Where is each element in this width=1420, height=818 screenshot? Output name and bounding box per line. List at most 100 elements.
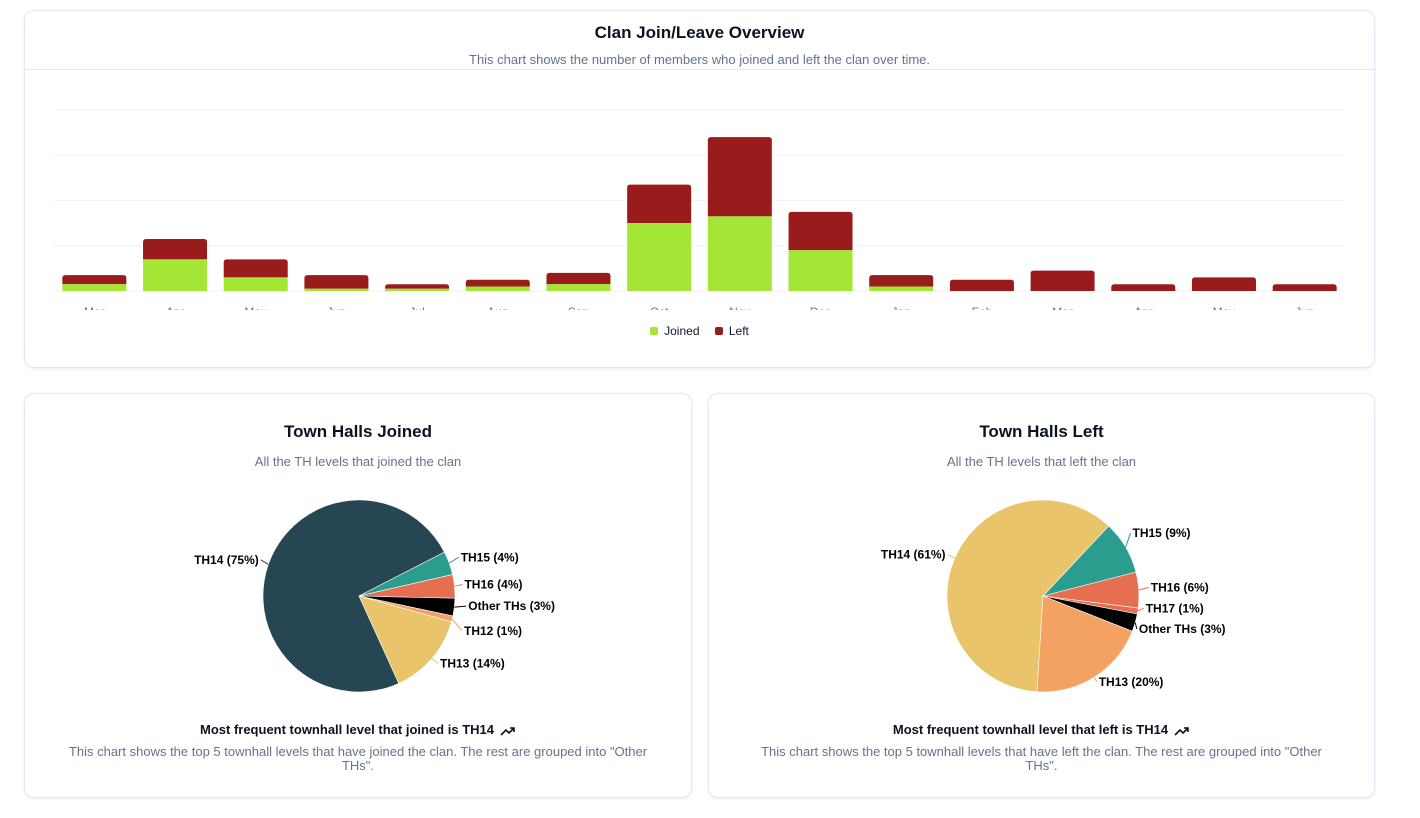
x-tick-label: Jun — [1295, 305, 1314, 310]
bar-left[interactable] — [707, 137, 772, 217]
bar-left[interactable] — [143, 238, 208, 260]
join-leave-bar-chart: Mar Apr May Jun Jul Aug Sep Oct Nov Dec Jan Feb Mar A… — [54, 109, 1345, 310]
bar-joined[interactable] — [627, 223, 692, 291]
pie-label-line — [448, 556, 459, 564]
x-tick-label: Mar — [1052, 305, 1073, 310]
pie-slice[interactable] — [262, 499, 445, 693]
bar-left[interactable] — [546, 272, 611, 285]
x-tick-label: Mar — [84, 305, 105, 310]
bar-group[interactable] — [1030, 270, 1095, 291]
bar-group[interactable] — [223, 259, 288, 291]
bar-joined[interactable] — [465, 286, 530, 291]
bar-left[interactable] — [1030, 270, 1095, 291]
pie-label-line — [454, 605, 467, 608]
pie-slice[interactable] — [1036, 595, 1133, 693]
bar-joined[interactable] — [304, 288, 369, 291]
bar-left[interactable] — [62, 275, 127, 285]
legend-swatch-left — [714, 326, 723, 335]
bar-group[interactable] — [546, 272, 611, 291]
x-tick-label: Apr — [166, 305, 185, 310]
bar-legend: Joined Left — [25, 324, 1374, 338]
trending-up-icon — [1174, 726, 1189, 736]
legend-item-joined[interactable]: Joined — [650, 324, 700, 338]
bar-left[interactable] — [949, 279, 1014, 291]
bar-left[interactable] — [465, 279, 530, 287]
pie-label-line — [451, 618, 463, 632]
bar-joined[interactable] — [788, 250, 853, 291]
town-halls-left-card: Town Halls Left All the TH levels that l… — [708, 393, 1375, 798]
bar-left[interactable] — [1111, 284, 1176, 291]
joined-footer-desc: This chart shows the top 5 townhall leve… — [68, 744, 648, 773]
bar-group[interactable] — [1191, 277, 1256, 291]
left-footer-text: Most frequent townhall level that left i… — [892, 722, 1169, 737]
bar-left[interactable] — [223, 259, 288, 278]
pie-label-line — [260, 559, 269, 565]
bar-group[interactable] — [707, 137, 772, 291]
pie-label-line — [454, 584, 463, 587]
x-tick-label: Aug — [487, 305, 508, 310]
overview-title: Clan Join/Leave Overview — [594, 23, 805, 42]
pie-slice-label: Other THs (3%) — [468, 599, 555, 613]
bar-left[interactable] — [869, 275, 934, 287]
pie-slice[interactable] — [358, 595, 452, 684]
pie-label-line — [1134, 622, 1138, 630]
town-halls-joined-card: Town Halls Joined All the TH levels that… — [24, 393, 692, 798]
trending-up-icon — [500, 726, 515, 736]
bar-group[interactable] — [788, 211, 853, 291]
legend-label-joined: Joined — [664, 324, 700, 338]
bar-joined[interactable] — [546, 284, 611, 291]
pie-label-line — [431, 658, 439, 664]
bar-group[interactable] — [143, 238, 208, 291]
bar-left[interactable] — [788, 211, 853, 251]
joined-footer-title: Most frequent townhall level that joined… — [25, 722, 691, 737]
x-tick-label: Apr — [1134, 305, 1153, 310]
joined-footer-text: Most frequent townhall level that joined… — [200, 722, 494, 737]
overview-subtitle: This chart shows the number of members w… — [469, 52, 930, 67]
x-tick-label: Jan — [892, 305, 911, 310]
left-title: Town Halls Left — [979, 422, 1104, 441]
pie-slice-label: TH14 (61%) — [881, 548, 946, 562]
bar-group[interactable] — [1111, 284, 1176, 291]
bar-joined[interactable] — [869, 286, 934, 291]
bar-group[interactable] — [62, 275, 127, 291]
bar-left[interactable] — [1191, 277, 1256, 291]
bar-group[interactable] — [465, 279, 530, 291]
bar-joined[interactable] — [62, 284, 127, 291]
bar-group[interactable] — [385, 284, 450, 291]
bar-left[interactable] — [385, 284, 450, 289]
bar-joined[interactable] — [223, 277, 288, 291]
x-tick-label: Dec — [810, 305, 831, 310]
x-tick-label: Sep — [568, 305, 590, 310]
x-tick-label: May — [244, 305, 267, 310]
joined-pie-chart: TH14 (75%) TH15 (4%) TH16 (4%) Other THs (3… — [194, 499, 555, 693]
x-tick-label: Oct — [650, 305, 669, 310]
bar-group[interactable] — [869, 275, 934, 291]
bar-group[interactable] — [627, 184, 692, 291]
pie-slice-label: TH13 (14%) — [440, 657, 505, 671]
bar-joined[interactable] — [385, 288, 450, 291]
bar-group[interactable] — [949, 279, 1014, 291]
bar-joined[interactable] — [143, 259, 208, 291]
left-footer-desc: This chart shows the top 5 townhall leve… — [761, 744, 1322, 773]
bar-left[interactable] — [1272, 284, 1337, 291]
pie-label-line — [1125, 532, 1131, 548]
legend-label-left: Left — [728, 324, 749, 338]
x-tick-label: Jun — [327, 305, 346, 310]
bar-left[interactable] — [627, 184, 692, 224]
joined-subtitle: All the TH levels that joined the clan — [254, 454, 462, 469]
bar-group[interactable] — [304, 275, 369, 291]
pie-label-line — [1137, 607, 1144, 612]
pie-slice[interactable] — [946, 499, 1110, 693]
left-subtitle: All the TH levels that left the clan — [946, 454, 1137, 469]
pie-slice-label: TH13 (20%) — [1099, 675, 1164, 689]
bar-left[interactable] — [304, 275, 369, 289]
pie-slice-label: TH12 (1%) — [464, 624, 522, 638]
bar-joined[interactable] — [707, 216, 772, 291]
bar-group[interactable] — [1272, 284, 1337, 291]
legend-item-left[interactable]: Left — [714, 324, 749, 338]
x-tick-label: May — [1213, 305, 1236, 310]
pie-slice-label: Other THs (3%) — [1139, 622, 1226, 636]
pie-label-line — [947, 554, 956, 559]
pie-slice-label: TH15 (9%) — [1133, 526, 1191, 540]
pie-slice-label: TH15 (4%) — [461, 550, 519, 564]
